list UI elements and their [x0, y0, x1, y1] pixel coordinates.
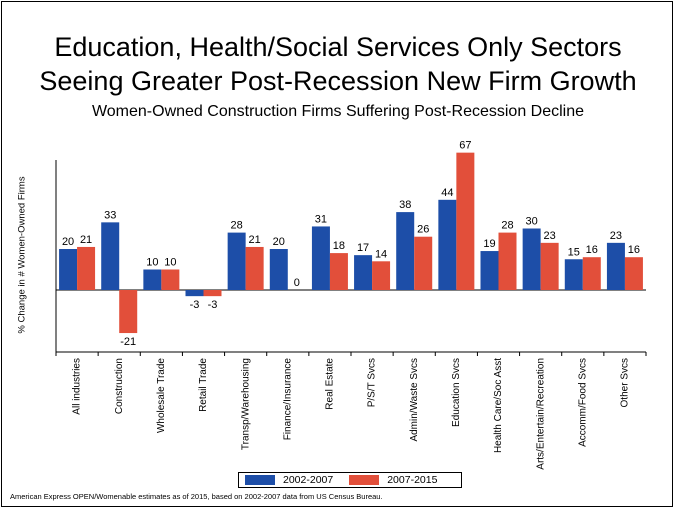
bar-series-1: [354, 255, 373, 290]
bar-series-1: [143, 269, 162, 290]
data-label-series-2: 23: [544, 230, 556, 242]
bar-series-1: [438, 199, 457, 290]
data-label-series-1: 28: [231, 220, 243, 232]
data-label-series-1: 20: [273, 236, 285, 248]
data-label-series-1: 33: [104, 209, 116, 221]
x-tick-label: Health Care/Soc Asst: [493, 358, 504, 453]
bar-chart: 20 21 All industries 33 -21 Construction 10 10 W…: [55, 140, 647, 470]
data-label-series-2: 28: [501, 220, 513, 232]
data-label-series-2: 21: [249, 234, 261, 246]
data-label-series-1: 30: [526, 216, 538, 228]
data-label-series-1: 17: [357, 242, 369, 254]
x-tick-label: Accomm/Food Svcs: [577, 358, 588, 447]
data-label-series-2: 16: [628, 244, 640, 256]
x-tick-label: Retail Trade: [198, 358, 209, 412]
data-label-series-2: 10: [164, 257, 176, 269]
bar-series-1: [101, 222, 120, 290]
x-tick-label: Other Svcs: [620, 358, 631, 407]
bar-series-1: [564, 259, 583, 290]
legend-item-series-2: 2007-2015: [349, 474, 437, 486]
data-label-series-2: 18: [333, 240, 345, 252]
bar-series-1: [480, 251, 499, 290]
bar-series-2: [498, 232, 517, 290]
bar-series-2: [203, 290, 222, 297]
data-label-series-1: 23: [610, 230, 622, 242]
data-label-series-1: 31: [315, 213, 327, 225]
data-label-series-1: 19: [483, 238, 495, 250]
legend-swatch-series-2: [349, 475, 380, 485]
bar-series-1: [396, 212, 415, 290]
data-label-series-2: 26: [417, 224, 429, 236]
data-label-series-2: 14: [375, 248, 387, 260]
bar-series-2: [372, 261, 391, 290]
data-label-series-2: 21: [80, 234, 92, 246]
legend: 2002-2007 2007-2015: [238, 472, 462, 488]
data-label-series-2: 67: [459, 140, 471, 152]
bar-series-2: [161, 269, 180, 290]
x-tick-label: Arts/Entertain/Recreation: [535, 358, 546, 470]
x-tick-label: Finance/Insurance: [282, 358, 293, 441]
legend-label-series-2: 2007-2015: [387, 474, 438, 486]
bar-series-2: [414, 236, 433, 290]
data-label-series-1: 20: [62, 236, 74, 248]
bar-series-1: [606, 242, 625, 290]
data-label-series-2: 0: [294, 277, 300, 289]
chart-subtitle: Women-Owned Construction Firms Suffering…: [91, 103, 585, 120]
bar-series-2: [119, 290, 138, 334]
bar-series-2: [456, 152, 475, 290]
data-label-series-1: 15: [568, 246, 580, 258]
bar-series-1: [311, 226, 330, 290]
chart-title-line-2: Seeing Greater Post-Recession New Firm G…: [39, 66, 637, 96]
data-label-series-1: 10: [146, 257, 158, 269]
x-tick-label: All industries: [72, 358, 83, 415]
data-label-series-2: 16: [586, 244, 598, 256]
data-label-series-1: -3: [190, 299, 200, 311]
legend-swatch-series-1: [245, 475, 275, 485]
bar-series-2: [245, 246, 264, 290]
bar-series-2: [582, 257, 601, 290]
x-tick-label: Wholesale Trade: [156, 358, 167, 433]
x-tick-label: Construction: [114, 358, 125, 414]
x-tick-label: Education Svcs: [451, 358, 462, 427]
bar-series-1: [227, 232, 246, 290]
chart-title-line-1: Education, Health/Social Services Only S…: [54, 32, 622, 62]
source-footnote: American Express OPEN/Womenable estimate…: [10, 492, 383, 501]
x-tick-label: P/S/T Svcs: [367, 358, 378, 407]
x-tick-label: Admin/Waste Svcs: [409, 358, 420, 442]
x-tick-label: Transp/Warehousing: [240, 358, 251, 450]
bar-series-1: [269, 249, 288, 290]
data-label-series-2: -3: [208, 299, 218, 311]
bar-series-2: [329, 253, 348, 290]
bar-series-1: [185, 290, 204, 297]
bar-series-2: [77, 246, 96, 290]
data-label-series-1: 44: [441, 187, 453, 199]
bar-series-2: [540, 242, 559, 290]
bar-series-1: [59, 249, 78, 290]
data-label-series-1: 38: [399, 199, 411, 211]
data-label-series-2: -21: [120, 336, 136, 348]
legend-label-series-1: 2002-2007: [283, 474, 334, 486]
bar-series-1: [522, 228, 541, 290]
x-tick-label: Real Estate: [325, 358, 336, 410]
bar-series-2: [624, 257, 643, 290]
legend-item-series-1: 2002-2007: [245, 474, 333, 486]
